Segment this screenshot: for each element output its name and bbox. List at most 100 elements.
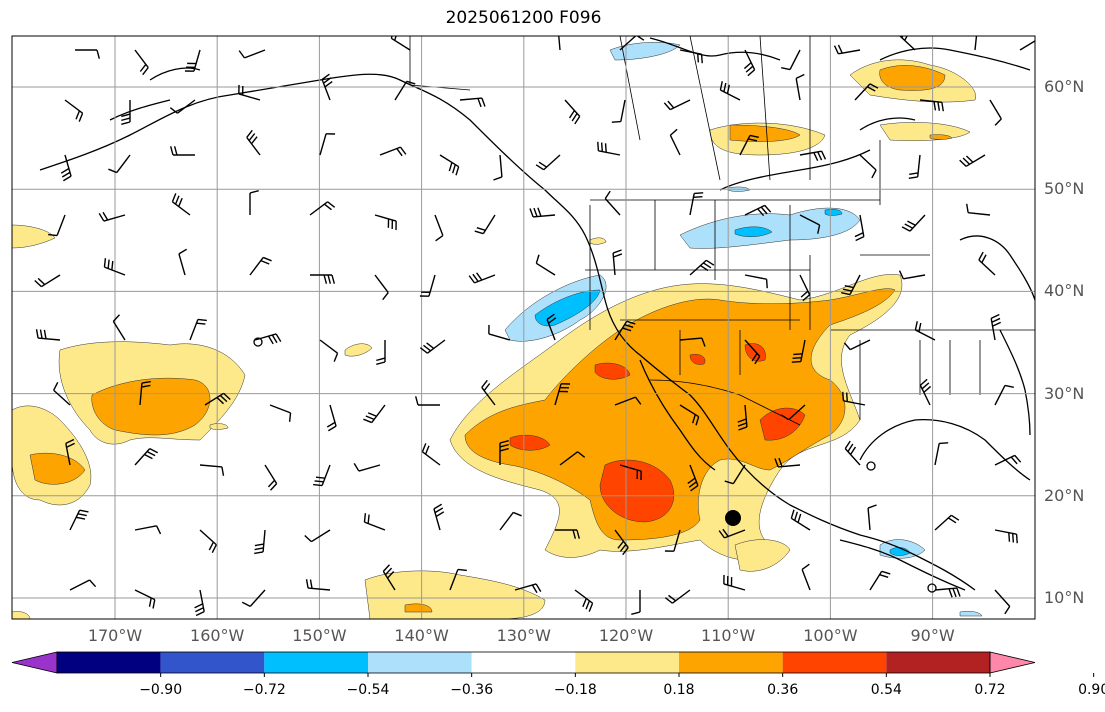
wind-barb	[790, 509, 811, 531]
wind-barb	[134, 589, 156, 609]
positive-anomaly-mid-regions	[29, 65, 953, 613]
longitude-label: 130°W	[496, 626, 551, 645]
wind-barb	[612, 249, 623, 276]
wind-barb	[869, 570, 891, 591]
wind-barb	[799, 150, 827, 162]
wind-barb	[34, 274, 61, 288]
wind-barb	[994, 454, 1022, 466]
wind-barb	[134, 448, 159, 466]
colorbar-extend-high	[989, 651, 1036, 674]
wind-barb	[499, 439, 509, 465]
wind-barb	[249, 256, 272, 276]
wind-barb	[421, 443, 441, 466]
wind-barb	[64, 99, 84, 122]
shaded-anomaly-field	[12, 36, 1035, 619]
wind-barb	[468, 272, 496, 284]
wind-barb	[69, 509, 89, 531]
colorbar-segment	[264, 652, 368, 673]
pos-light-region-10	[589, 237, 607, 245]
calm-wind-markers	[253, 337, 937, 593]
wind-barb	[241, 589, 266, 607]
wind-barb	[35, 329, 61, 341]
wind-barb	[321, 73, 333, 101]
wind-barb	[171, 193, 191, 216]
wind-barb	[679, 49, 703, 64]
pos-mid-region-6	[404, 603, 433, 613]
neg-mid-region-2	[824, 208, 843, 216]
wind-barb	[737, 404, 748, 431]
wind-barb	[134, 49, 149, 76]
colorbar-extend-low	[11, 651, 58, 674]
wind-barb	[48, 214, 66, 237]
wind-barb	[238, 84, 261, 101]
wind-barb	[934, 514, 960, 531]
wind-barb	[394, 80, 416, 101]
pos-mid-region-4	[729, 124, 801, 142]
wind-barb	[382, 564, 396, 591]
wind-barb	[679, 404, 700, 426]
wind-barb	[60, 154, 72, 182]
wind-barb	[801, 563, 811, 591]
wind-barb	[269, 404, 292, 422]
latitude-label: 10°N	[1044, 588, 1085, 607]
wind-barb	[559, 451, 586, 466]
wind-barb	[363, 513, 386, 531]
wind-barb	[488, 324, 511, 341]
wind-barb	[189, 318, 207, 341]
wind-barb	[614, 396, 642, 406]
colorbar-segment	[160, 652, 265, 673]
latitude-label: 50°N	[1044, 179, 1085, 199]
wind-barb	[75, 49, 101, 59]
wind-barb	[326, 404, 337, 432]
wind-barb	[781, 49, 801, 71]
wind-barb	[614, 529, 629, 556]
wind-barb	[390, 36, 411, 51]
wind-barbs	[34, 36, 1035, 617]
wind-barb	[433, 503, 445, 531]
wind-barb	[854, 83, 879, 101]
wind-barb	[611, 99, 626, 123]
wind-barb	[53, 381, 71, 406]
lat-lon-grid	[12, 36, 1035, 619]
political-borders	[409, 36, 1035, 426]
wind-barb	[739, 134, 759, 156]
pos-strong-region-2	[594, 362, 631, 380]
colorbar-segment	[679, 652, 783, 673]
wind-barb	[319, 339, 339, 362]
wind-barb	[194, 589, 205, 617]
wind-barb	[994, 384, 1014, 406]
wind-barb	[499, 511, 522, 531]
wind-barb	[178, 248, 188, 276]
wind-barb	[1019, 40, 1035, 51]
wind-barb	[774, 457, 801, 468]
colorbar-tick-label: −0.90	[139, 682, 183, 698]
wind-barb	[978, 251, 996, 276]
wind-barb	[841, 274, 861, 296]
wind-barb	[687, 464, 699, 492]
wind-barb	[843, 339, 871, 351]
wind-barb	[669, 128, 681, 156]
wind-barb	[914, 321, 936, 341]
wind-barb	[169, 146, 195, 156]
wind-barb	[108, 154, 131, 174]
storm-center-marker	[725, 510, 741, 526]
wind-barb	[264, 464, 278, 491]
wind-barb	[310, 274, 336, 284]
wind-barb	[254, 529, 266, 555]
colorbar-tick-label: 0.90	[1078, 682, 1105, 698]
wind-barb	[98, 211, 126, 222]
wind-barb	[743, 49, 756, 77]
pos-light-region-9	[344, 343, 373, 357]
wind-barb	[69, 579, 97, 591]
wind-barb	[901, 214, 926, 232]
neg-mid-region-1	[734, 226, 773, 237]
wind-barb	[919, 99, 944, 112]
wind-barb	[898, 270, 926, 280]
colorbar-tick-label: −0.36	[450, 682, 494, 698]
longitude-label: 150°W	[292, 626, 347, 645]
wind-barb	[535, 154, 561, 171]
wind-barb	[744, 204, 772, 217]
wind-barb	[379, 146, 407, 157]
wind-barb	[414, 396, 440, 406]
wind-barb	[833, 44, 861, 55]
